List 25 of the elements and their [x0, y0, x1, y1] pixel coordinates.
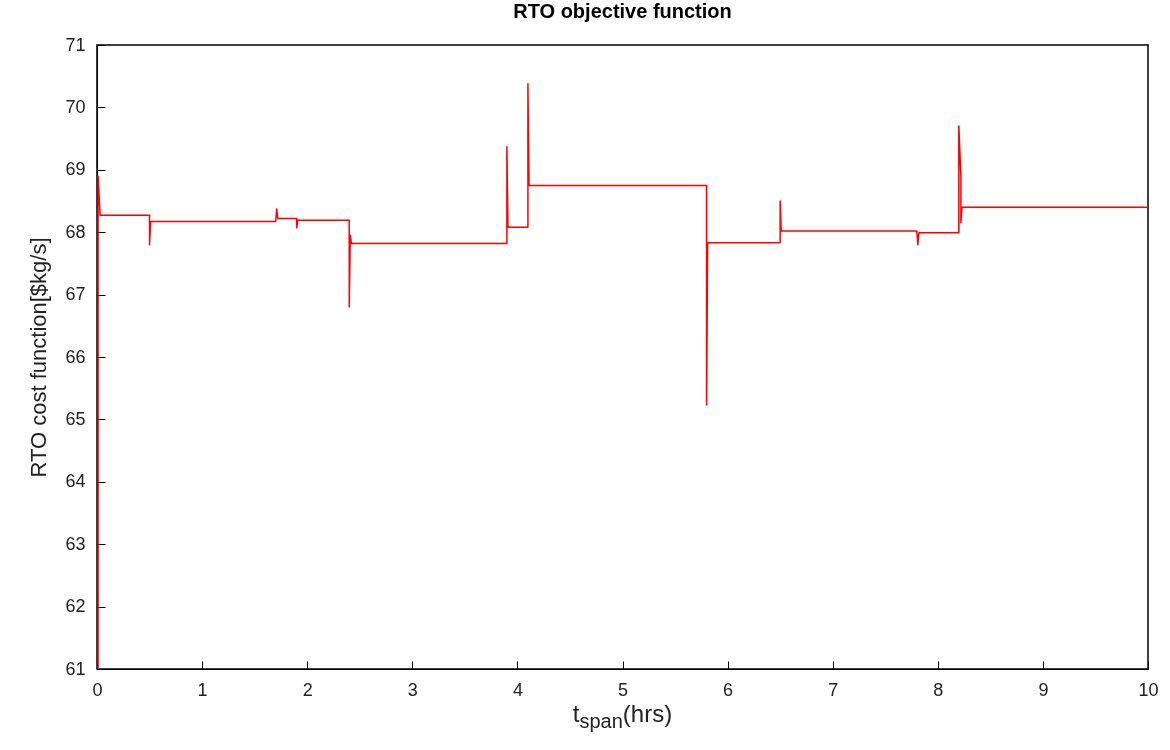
x-tick-label: 2	[302, 679, 313, 700]
x-tick-label: 9	[1038, 679, 1049, 700]
x-tick-label: 0	[92, 679, 103, 700]
x-tick-label: 3	[407, 679, 418, 700]
x-tick-label: 4	[512, 679, 523, 700]
x-tick-label: 10	[1138, 679, 1159, 700]
x-axis-title: t$_{span}$(hrs)	[571, 700, 674, 733]
y-tick-label: 67	[65, 284, 86, 305]
y-tick-label: 66	[65, 346, 86, 367]
y-tick-label: 69	[65, 159, 86, 180]
x-tick-label: 8	[933, 679, 944, 700]
y-tick-label: 62	[65, 596, 86, 617]
chart-title: RTO objective function	[513, 0, 732, 22]
y-tick-label: 71	[65, 34, 86, 55]
y-tick-label: 68	[65, 221, 86, 242]
x-tick-label: 6	[723, 679, 734, 700]
y-tick-label: 61	[65, 658, 86, 679]
y-axis-title: RTO cost function[$kg/s]	[26, 237, 52, 478]
y-tick-label: 65	[65, 408, 86, 429]
x-tick-label: 7	[828, 679, 839, 700]
x-tick-label: 5	[617, 679, 629, 700]
y-tick-label: 63	[65, 533, 86, 554]
y-tick-label: 64	[65, 471, 86, 492]
x-tick-label: 1	[197, 679, 208, 700]
y-tick-label: 70	[65, 96, 86, 117]
